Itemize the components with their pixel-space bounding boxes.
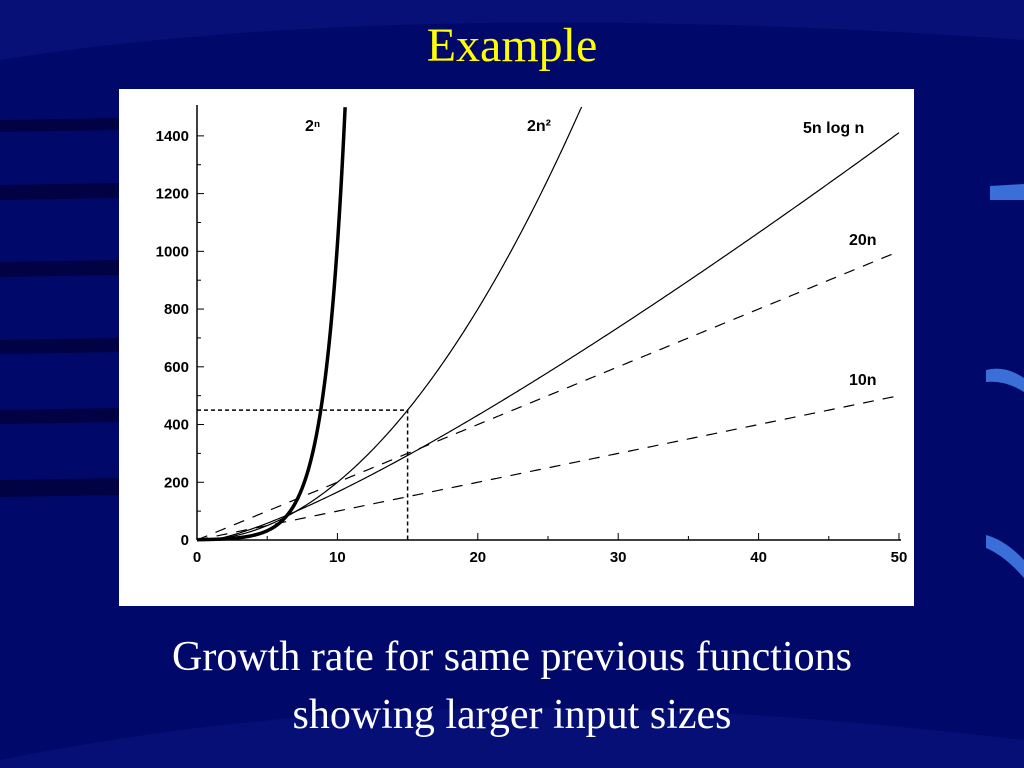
x-tick-label: 20 xyxy=(469,549,486,566)
growth-rate-chart: 0 10 20 30 40 50 0 200 400 600 800 1000 1200 1400 2ⁿ 2n… xyxy=(156,105,908,566)
reference-box xyxy=(197,409,409,540)
y-tick-label: 1400 xyxy=(156,128,189,145)
x-tick-label: 30 xyxy=(610,549,627,566)
series-label: 5n log n xyxy=(803,120,864,137)
x-tick-label: 0 xyxy=(193,549,201,566)
y-tick-label: 1200 xyxy=(156,186,189,203)
y-tick-label: 600 xyxy=(164,359,189,376)
slide-caption: Growth rate for same previous functions … xyxy=(0,628,1024,744)
slide-title: Example xyxy=(426,19,598,72)
y-tick-label: 1000 xyxy=(156,243,189,260)
series-label: 20n xyxy=(849,232,877,249)
series-line-2-n xyxy=(196,107,347,542)
x-tick-label: 40 xyxy=(750,549,767,566)
x-tick-label: 10 xyxy=(329,549,346,566)
series-line-5n-log2-n xyxy=(210,132,900,541)
series-line-2n-2 xyxy=(197,106,583,541)
series-line-10n xyxy=(196,395,900,541)
series-line-20n xyxy=(196,250,900,541)
caption-line-1: Growth rate for same previous functions xyxy=(172,634,852,680)
y-tick-label: 200 xyxy=(164,474,189,491)
y-tick-label: 800 xyxy=(164,301,189,318)
series-label: 2n² xyxy=(527,118,551,135)
y-tick-label: 400 xyxy=(164,417,189,434)
x-tick-label: 50 xyxy=(891,549,908,566)
caption-line-2: showing larger input sizes xyxy=(292,692,732,738)
series-label: 10n xyxy=(849,372,877,389)
y-tick-label: 0 xyxy=(181,532,189,549)
series-label: 2ⁿ xyxy=(305,118,320,135)
chart-panel: 0 10 20 30 40 50 0 200 400 600 800 1000 1200 1400 2ⁿ 2n… xyxy=(119,89,914,606)
